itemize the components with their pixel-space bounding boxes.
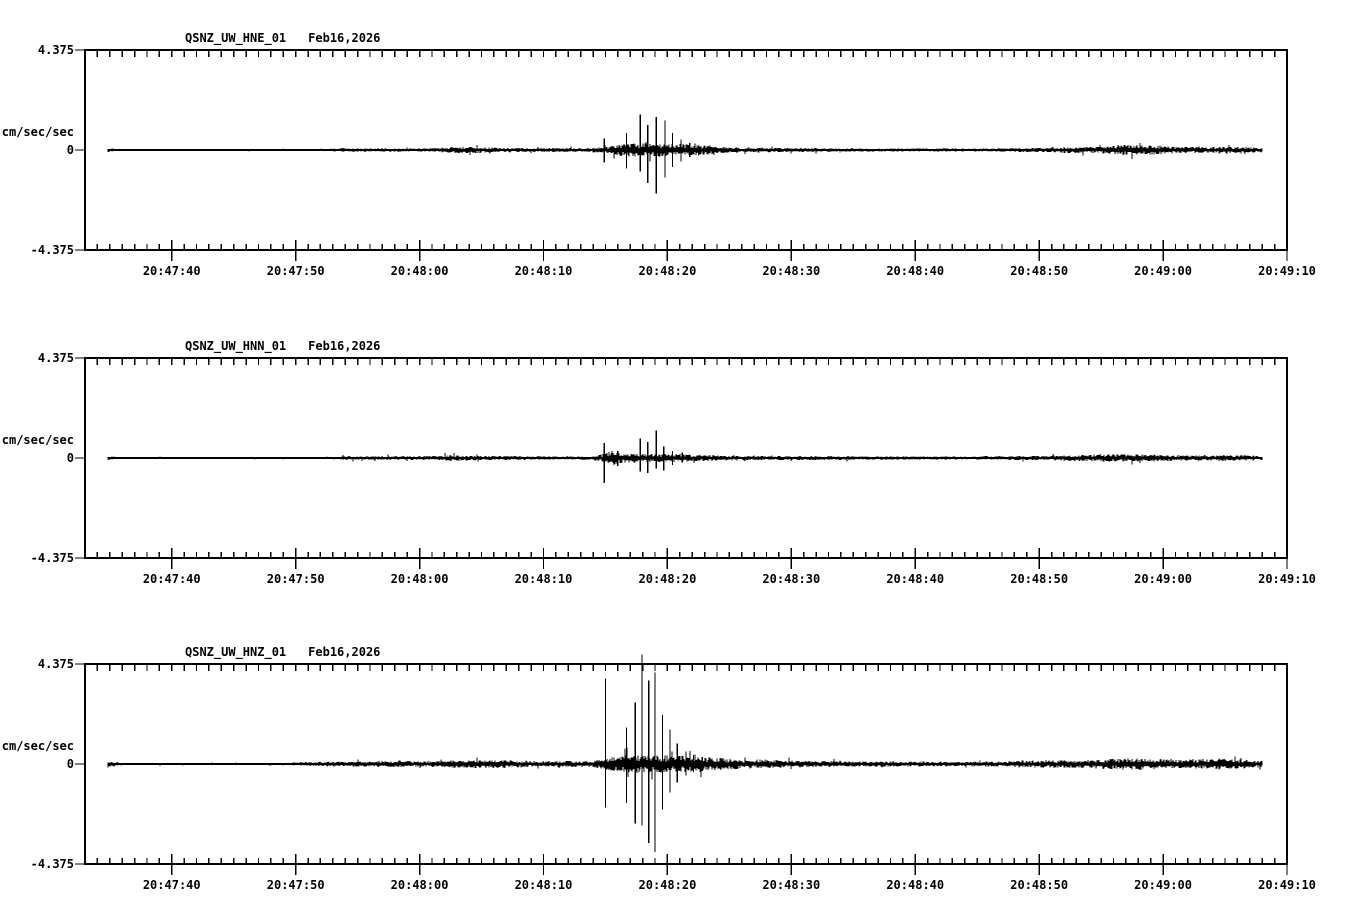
y-axis-max-label: 4.375 [37, 43, 74, 57]
x-tick-label: 20:47:50 [266, 264, 325, 278]
y-axis-zero-label: 0 [66, 451, 74, 465]
plot-title: QSNZ_UW_HNN_01 Feb16,2026 [185, 339, 380, 354]
x-tick-label: 20:48:30 [762, 878, 821, 892]
x-tick-label: 20:48:10 [514, 264, 573, 278]
x-tick-label: 20:47:50 [266, 878, 325, 892]
x-tick-label: 20:48:50 [1010, 878, 1069, 892]
x-tick-label: 20:49:00 [1134, 264, 1192, 278]
x-tick-label: 20:49:10 [1258, 264, 1316, 278]
waveform-spikes [604, 654, 703, 852]
x-tick-label: 20:48:30 [762, 572, 821, 586]
x-tick-label: 20:49:10 [1258, 572, 1316, 586]
y-axis-unit-label: cm/sec/sec [1, 433, 74, 447]
x-tick-label: 20:49:00 [1134, 878, 1192, 892]
waveform-noise [107, 451, 1263, 466]
y-axis-min-label: -4.375 [30, 857, 74, 871]
y-axis-unit-label: cm/sec/sec [1, 125, 74, 139]
station-label: QSNZ_UW_HNN_01 [185, 339, 287, 353]
station-label: QSNZ_UW_HNE_01 [185, 31, 287, 45]
date-label: Feb16,2026 [308, 31, 381, 45]
y-axis-unit-label: cm/sec/sec [1, 739, 74, 753]
x-tick-label: 20:49:00 [1134, 572, 1192, 586]
waveform-plot [75, 357, 1288, 569]
waveform-noise [107, 747, 1263, 780]
y-axis-zero-label: 0 [66, 143, 74, 157]
x-tick-label: 20:48:20 [638, 264, 697, 278]
waveform-plot [75, 654, 1288, 875]
x-tick-label: 20:48:00 [390, 264, 449, 278]
y-axis-min-label: -4.375 [30, 551, 74, 565]
x-tick-label: 20:48:50 [1010, 572, 1069, 586]
x-tick-label: 20:48:10 [514, 572, 573, 586]
y-axis-zero-label: 0 [66, 757, 74, 771]
y-axis-min-label: -4.375 [30, 243, 74, 257]
x-tick-label: 20:49:10 [1258, 878, 1316, 892]
axis-ticks [75, 663, 1288, 875]
station-label: QSNZ_UW_HNZ_01 [185, 645, 287, 659]
waveform-noise [107, 141, 1263, 162]
axis-ticks [75, 49, 1288, 261]
waveform-spikes [603, 114, 700, 194]
x-tick-label: 20:48:00 [390, 878, 449, 892]
plot-title: QSNZ_UW_HNE_01 Feb16,2026 [185, 31, 380, 46]
x-tick-label: 20:47:40 [142, 572, 201, 586]
x-tick-label: 20:48:50 [1010, 264, 1069, 278]
x-tick-label: 20:48:00 [390, 572, 449, 586]
x-tick-label: 20:48:40 [886, 264, 945, 278]
x-tick-label: 20:48:20 [638, 878, 697, 892]
x-tick-label: 20:47:40 [142, 264, 201, 278]
waveform-spikes [603, 430, 683, 484]
axis-ticks [75, 357, 1288, 569]
x-tick-label: 20:48:20 [638, 572, 697, 586]
x-tick-label: 20:48:40 [886, 878, 945, 892]
x-tick-label: 20:47:50 [266, 572, 325, 586]
plot-title: QSNZ_UW_HNZ_01 Feb16,2026 [185, 645, 380, 660]
x-tick-label: 20:48:40 [886, 572, 945, 586]
date-label: Feb16,2026 [308, 645, 381, 659]
x-tick-label: 20:48:30 [762, 264, 821, 278]
x-tick-label: 20:48:10 [514, 878, 573, 892]
y-axis-max-label: 4.375 [37, 351, 74, 365]
x-tick-label: 20:47:40 [142, 878, 201, 892]
y-axis-max-label: 4.375 [37, 657, 74, 671]
date-label: Feb16,2026 [308, 339, 381, 353]
waveform-plot [75, 49, 1288, 261]
